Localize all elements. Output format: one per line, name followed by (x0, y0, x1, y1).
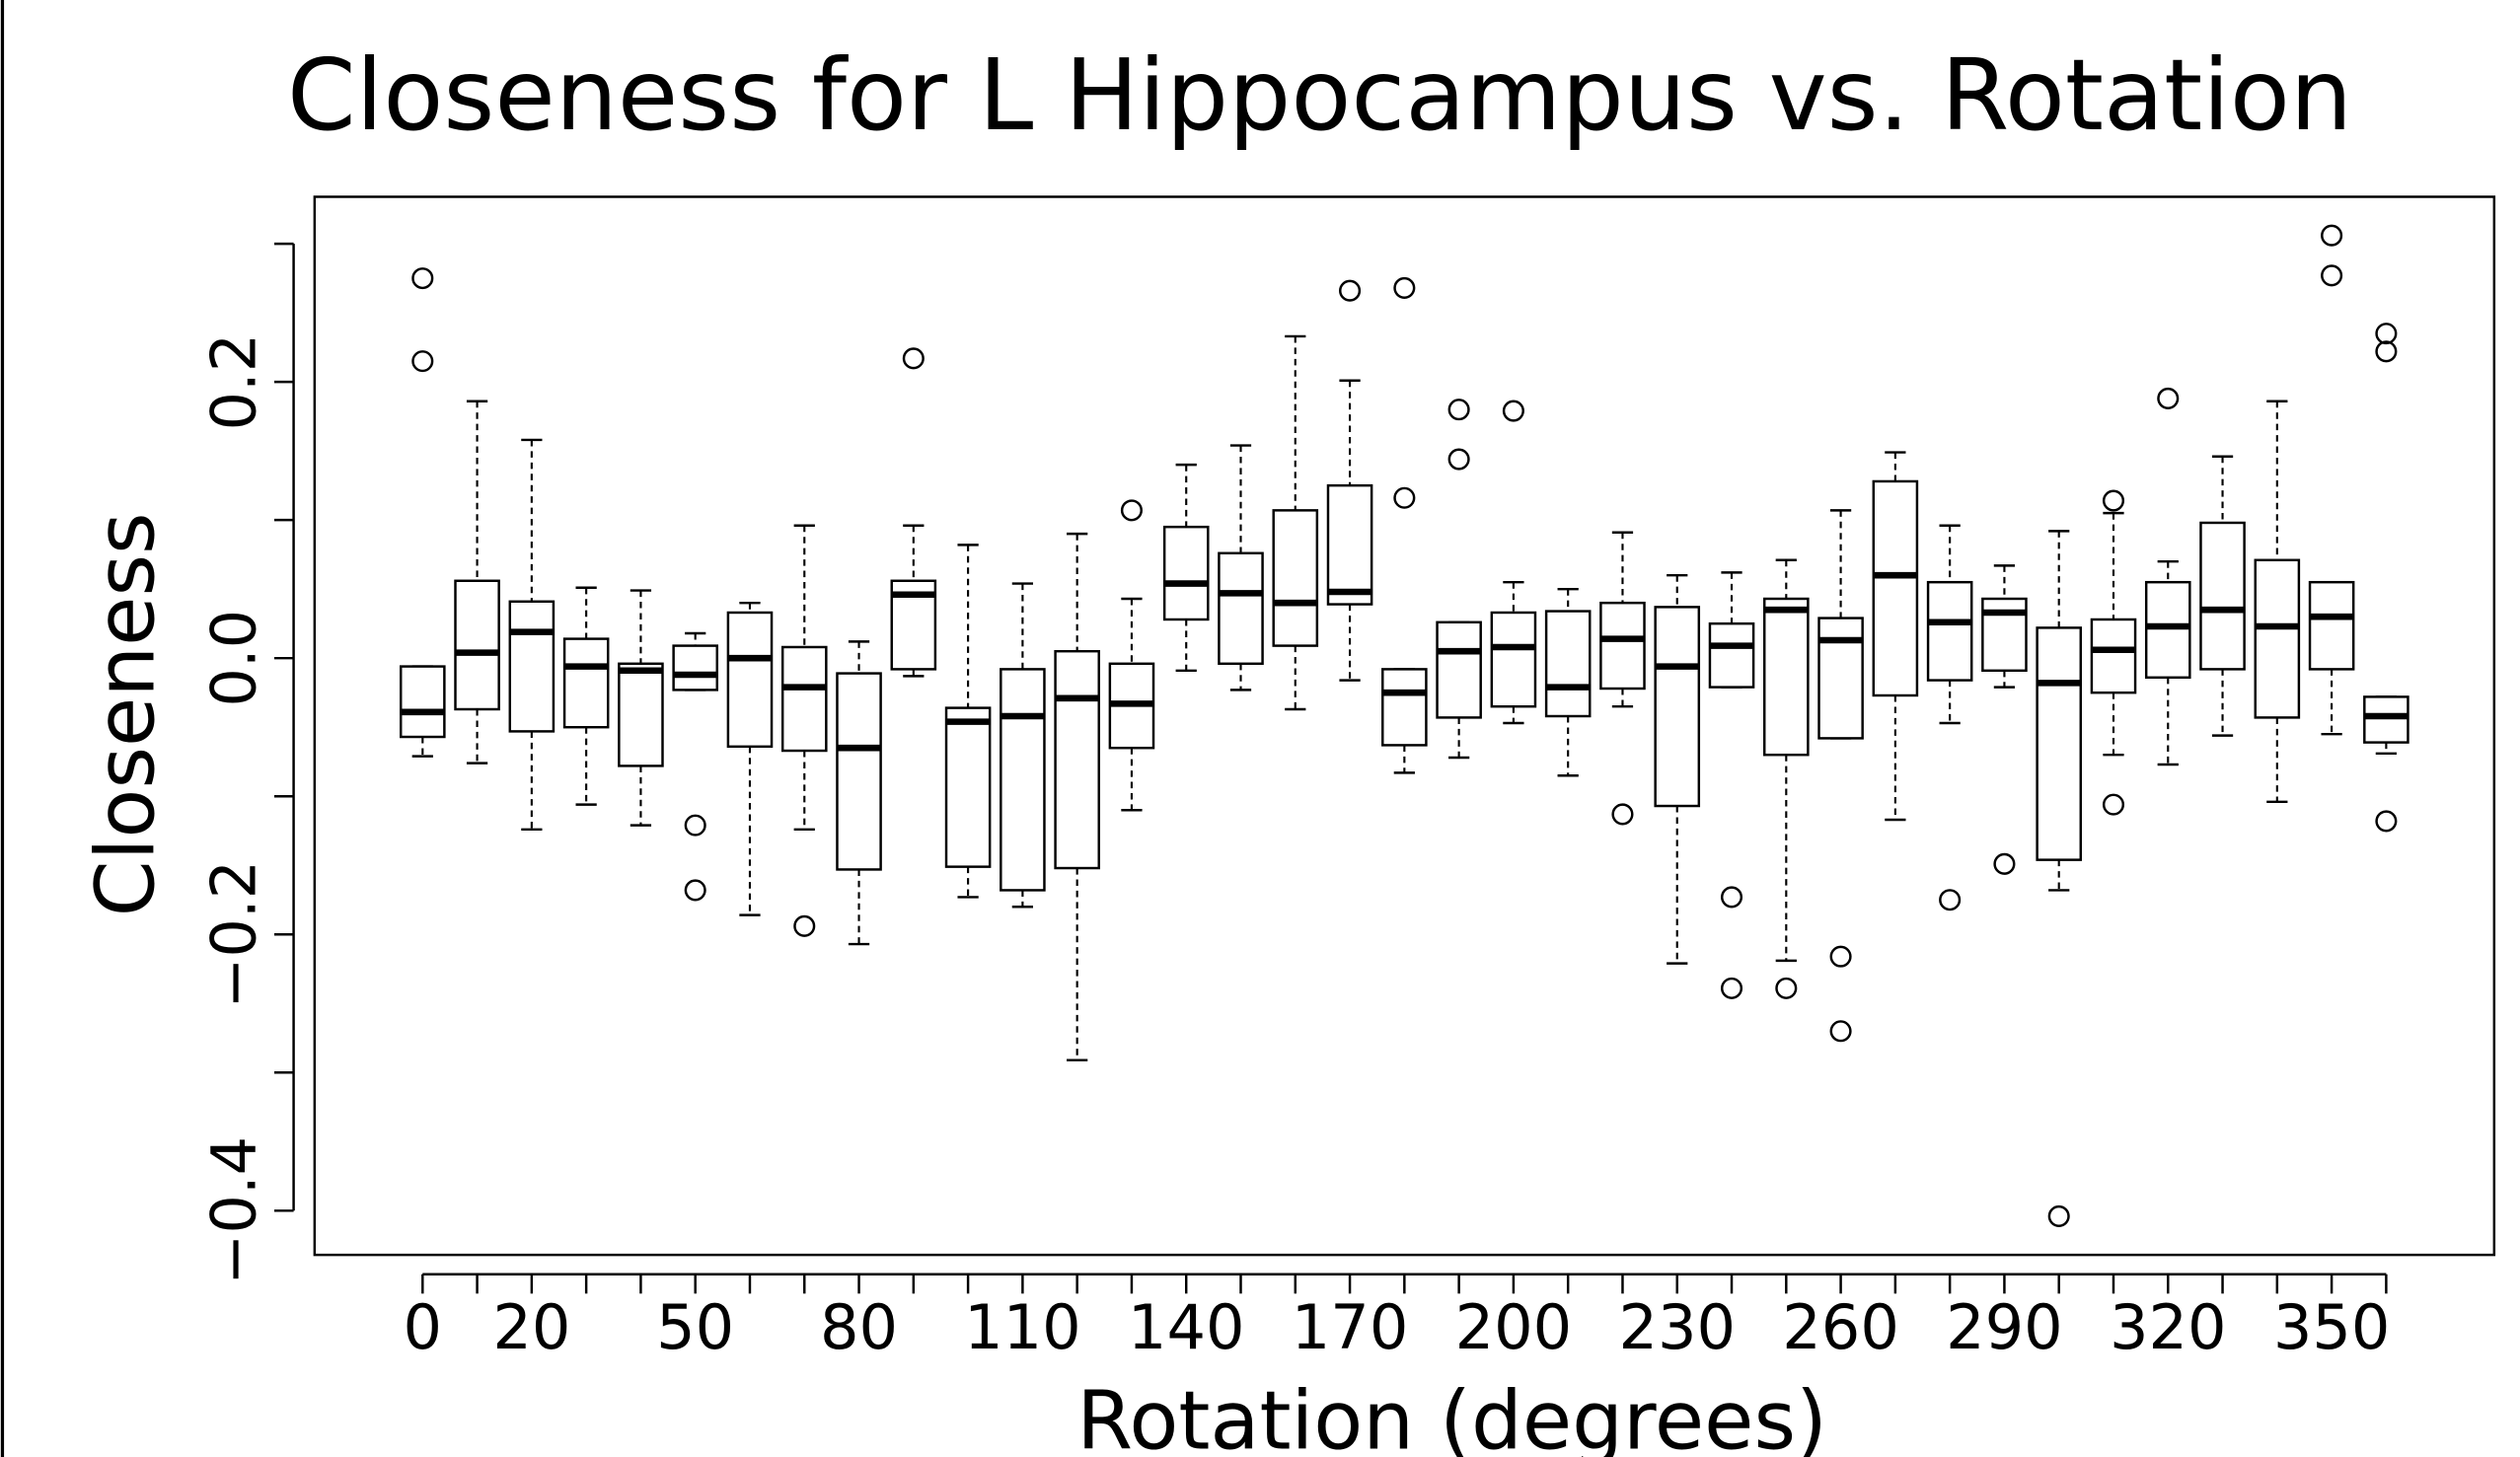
box (1490, 611, 1537, 708)
box (1817, 617, 1864, 740)
box (2144, 580, 2191, 680)
x-tick-label: 200 (1455, 1291, 1573, 1363)
x-tick-label: 170 (1292, 1291, 1409, 1363)
outlier (2375, 340, 2398, 363)
outlier (902, 347, 925, 370)
box (1654, 606, 1701, 808)
outlier (793, 914, 816, 937)
outlier (1502, 400, 1524, 422)
box (2036, 626, 2083, 861)
box (2308, 580, 2355, 671)
box (2363, 695, 2409, 744)
box (1218, 551, 1264, 666)
box (2090, 618, 2137, 694)
outlier (1993, 852, 2016, 875)
outlier (1829, 1020, 1852, 1043)
outlier (1720, 977, 1743, 999)
box (2199, 521, 2246, 671)
box (1872, 479, 1919, 697)
box (726, 611, 774, 749)
box (454, 579, 500, 711)
x-tick-label: 260 (1782, 1291, 1899, 1363)
outlier (1447, 448, 1470, 471)
box (836, 672, 882, 871)
outlier (2375, 323, 2398, 345)
x-tick-label: 0 (404, 1291, 443, 1363)
x-tick-label: 50 (656, 1291, 734, 1363)
box (672, 644, 718, 692)
box (618, 662, 664, 767)
box (1162, 525, 1210, 621)
box (399, 665, 446, 739)
outlier (1447, 399, 1470, 421)
box (1544, 610, 1592, 718)
chart-title: Closeness for L Hippocampus vs. Rotation (287, 37, 2352, 153)
outlier (2375, 810, 2398, 833)
y-tick-label: 0.0 (197, 610, 269, 707)
x-tick-label: 230 (1618, 1291, 1736, 1363)
outlier (1339, 279, 1362, 302)
y-axis-label: Closeness (79, 512, 173, 916)
x-axis-label: Rotation (degrees) (1076, 1374, 1827, 1457)
box (1326, 483, 1373, 606)
x-tick-label: 320 (2110, 1291, 2227, 1363)
box (1926, 580, 1973, 682)
box (508, 600, 556, 733)
x-tick-label: 350 (2273, 1291, 2391, 1363)
outlier (1393, 486, 1416, 509)
outlier (684, 814, 706, 837)
outlier (411, 267, 434, 290)
box (780, 645, 828, 753)
box (944, 706, 992, 868)
outlier (1120, 499, 1143, 522)
box (1708, 621, 1755, 689)
outlier (1829, 945, 1852, 968)
outlier (2321, 264, 2343, 287)
outlier (1720, 886, 1743, 909)
outlier (2102, 793, 2125, 816)
outlier (2321, 224, 2343, 247)
box (1000, 668, 1046, 892)
outlier (684, 879, 706, 902)
outlier (2157, 387, 2180, 409)
outlier (1939, 889, 1962, 911)
x-tick-label: 290 (1946, 1291, 2063, 1363)
outlier (2047, 1204, 2070, 1227)
outlier (1775, 977, 1798, 999)
box (1763, 597, 1810, 757)
box (1599, 601, 1646, 691)
box (2254, 558, 2301, 719)
x-tick-label: 110 (964, 1291, 1081, 1363)
box (562, 637, 610, 729)
x-tick-label: 80 (820, 1291, 898, 1363)
box (1054, 649, 1100, 870)
plot-frame (313, 195, 2496, 1257)
x-tick-label: 140 (1128, 1291, 1245, 1363)
y-tick-label: −0.4 (197, 1136, 269, 1285)
y-tick-label: 0.2 (197, 333, 269, 431)
outlier (1393, 276, 1416, 299)
box (1272, 509, 1319, 647)
box (1381, 668, 1428, 747)
box (1436, 620, 1482, 719)
outlier (2102, 489, 2125, 512)
y-tick-label: −0.2 (197, 860, 269, 1009)
outlier (1611, 803, 1634, 826)
x-tick-label: 20 (492, 1291, 570, 1363)
outlier (411, 350, 434, 373)
